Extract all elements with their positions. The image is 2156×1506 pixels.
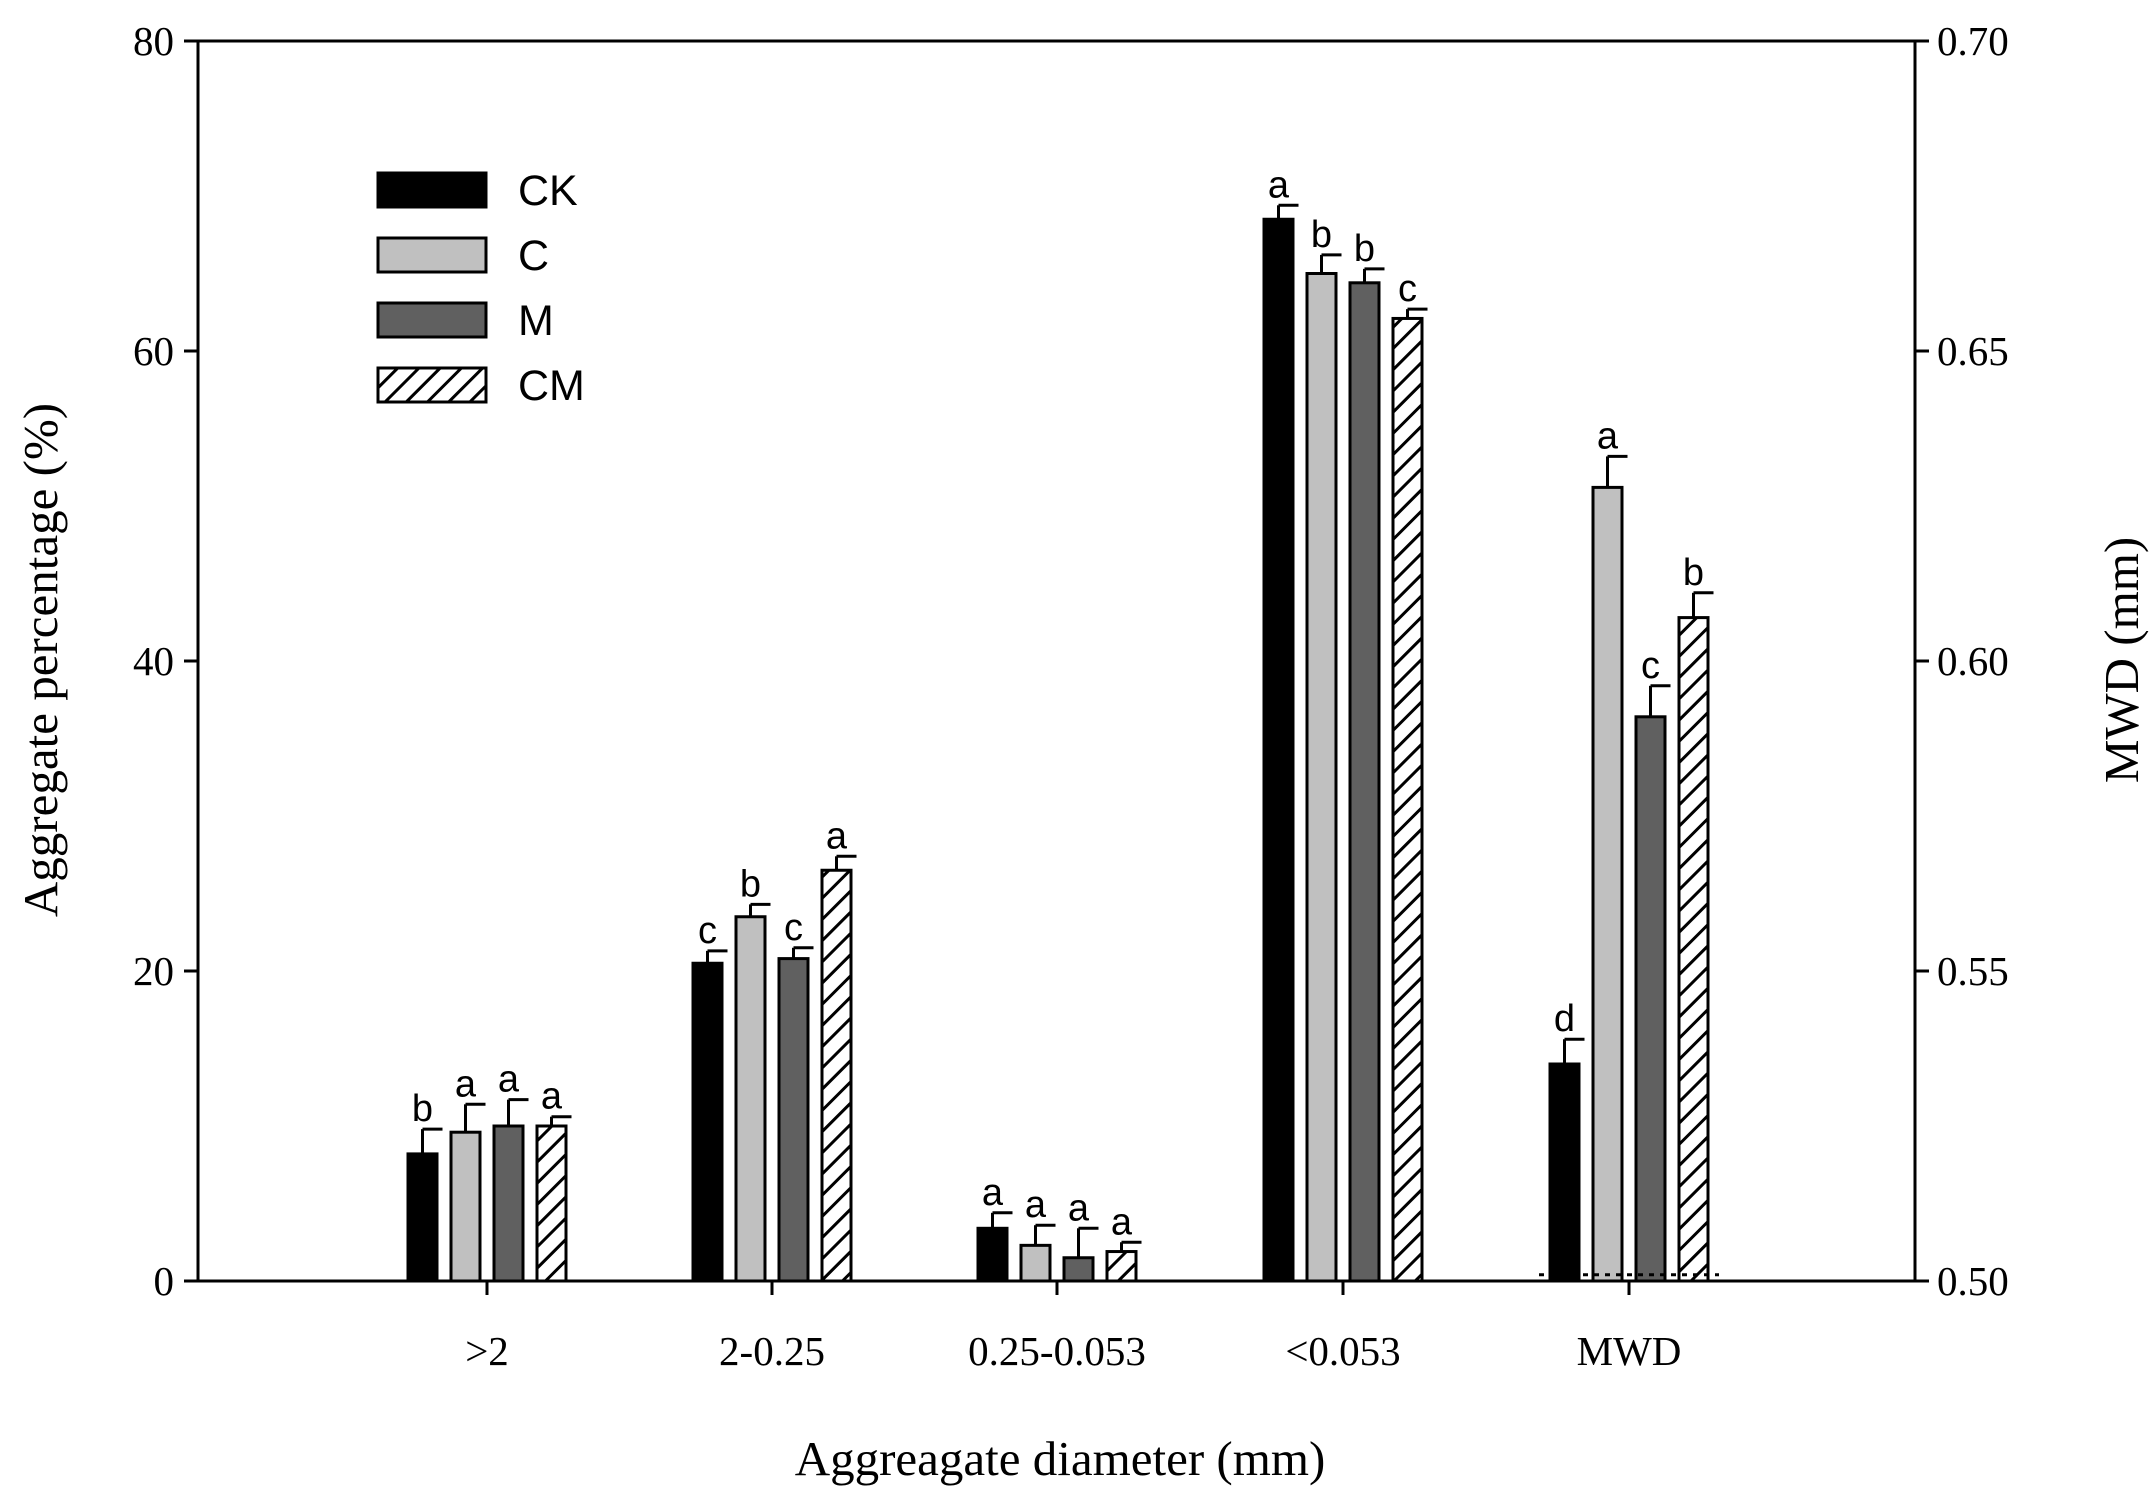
- significance-letter: b: [1683, 552, 1704, 594]
- y-tick-label: 20: [133, 948, 174, 994]
- significance-letter: a: [541, 1076, 563, 1118]
- legend-label: M: [518, 297, 554, 345]
- bar: [1262, 217, 1295, 1283]
- x-tick-label: 0.25-0.053: [968, 1328, 1146, 1374]
- significance-letter: c: [784, 907, 803, 949]
- bar: [535, 1124, 568, 1283]
- significance-letter: a: [1111, 1201, 1133, 1243]
- significance-letter: a: [1597, 415, 1619, 457]
- y2-axis-title: MWD (mm): [2094, 537, 2149, 783]
- significance-letter: b: [412, 1088, 433, 1130]
- significance-letter: a: [1268, 164, 1290, 206]
- bar: [406, 1152, 439, 1283]
- bar: [1391, 316, 1424, 1283]
- bar: [734, 915, 767, 1283]
- legend: CK CM CM: [376, 167, 585, 410]
- x-tick-label: >2: [465, 1328, 509, 1374]
- significance-letter: c: [1641, 645, 1660, 687]
- bar: [1348, 281, 1381, 1283]
- bar: [1548, 1062, 1581, 1283]
- significance-letter: a: [1025, 1184, 1047, 1226]
- y-tick-label: 40: [133, 638, 174, 684]
- y-tick-label: 0: [154, 1258, 175, 1304]
- y-tick-label: 80: [133, 18, 174, 64]
- bar: [691, 961, 724, 1283]
- y-tick-label: 60: [133, 328, 174, 374]
- legend-swatch: [376, 236, 488, 274]
- significance-letter: d: [1554, 998, 1575, 1040]
- significance-letter: a: [455, 1063, 477, 1105]
- x-axis-title: Aggreagate diameter (mm): [795, 1431, 1326, 1486]
- bar: [976, 1226, 1009, 1283]
- significance-letter: a: [1068, 1187, 1090, 1229]
- y2-tick-label: 0.50: [1937, 1258, 2009, 1304]
- significance-letter: b: [1311, 214, 1332, 256]
- legend-label: CK: [518, 167, 578, 215]
- x-tick-label: MWD: [1577, 1328, 1682, 1374]
- bar: [1062, 1256, 1095, 1283]
- legend-swatch: [376, 301, 488, 339]
- y2-tick-label: 0.70: [1937, 18, 2009, 64]
- bar: [820, 868, 853, 1283]
- significance-letter: a: [498, 1059, 520, 1101]
- significance-letter: a: [982, 1172, 1004, 1214]
- legend-swatch: [376, 366, 488, 404]
- x-tick-label: <0.053: [1285, 1328, 1400, 1374]
- bar: [777, 957, 810, 1283]
- legend-label: CM: [518, 362, 585, 410]
- significance-letter: b: [740, 863, 761, 905]
- x-tick-label: 2-0.25: [719, 1328, 825, 1374]
- bar: [1019, 1243, 1052, 1283]
- bar: [1677, 616, 1710, 1283]
- significance-letter: a: [826, 815, 848, 857]
- bar: [1105, 1250, 1138, 1283]
- legend-swatch: [376, 171, 488, 209]
- bar: [1634, 715, 1667, 1283]
- y-axis-title: Aggregate percentage (%): [13, 403, 68, 917]
- significance-letter: c: [1398, 268, 1417, 310]
- bar: [492, 1124, 525, 1283]
- y2-tick-label: 0.65: [1937, 328, 2009, 374]
- y2-tick-label: 0.55: [1937, 948, 2009, 994]
- bar: [449, 1130, 482, 1283]
- legend-label: C: [518, 232, 549, 280]
- bar: [1591, 485, 1624, 1283]
- y2-tick-label: 0.60: [1937, 638, 2009, 684]
- significance-letter: c: [698, 910, 717, 952]
- significance-letter: b: [1354, 228, 1375, 270]
- bar: [1305, 272, 1338, 1283]
